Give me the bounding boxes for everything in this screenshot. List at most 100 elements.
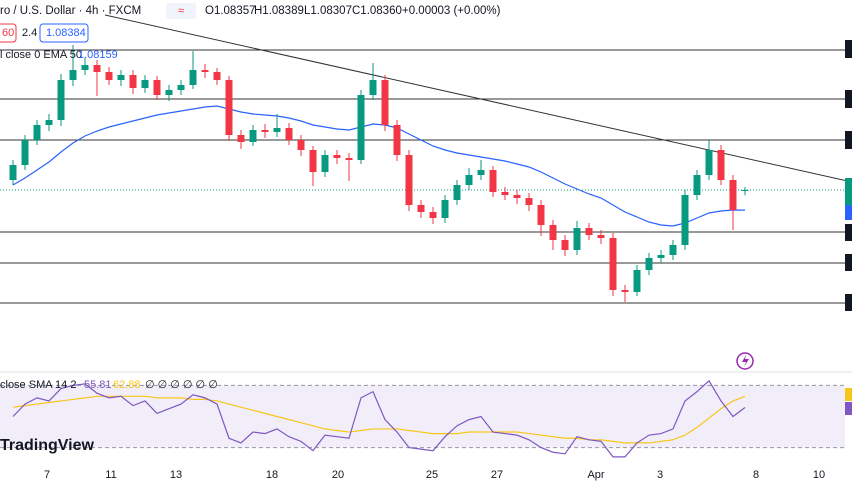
- candle-body: [45, 120, 53, 125]
- candle-body: [513, 195, 521, 198]
- alert-icon[interactable]: [736, 352, 754, 370]
- candle-body: [657, 255, 665, 258]
- candle-body: [729, 180, 737, 210]
- x-tick-label: 7: [44, 469, 50, 481]
- x-tick-label: 3: [657, 469, 663, 481]
- candle-body: [585, 228, 593, 235]
- candle-body: [549, 225, 557, 240]
- x-tick-label: 13: [170, 469, 182, 481]
- candle-body: [645, 258, 653, 270]
- sma-tag: [845, 388, 852, 401]
- candle-body: [633, 270, 641, 292]
- level-tag: [845, 40, 852, 58]
- candle-body: [477, 170, 485, 175]
- level-tag: [845, 131, 852, 149]
- ohlc-high: H1.08389: [254, 5, 304, 17]
- candle-body: [189, 70, 197, 85]
- candle-body: [213, 72, 221, 80]
- level-tag: [845, 294, 852, 311]
- candle-body: [261, 130, 269, 132]
- candle-body: [333, 155, 341, 158]
- candle-body: [669, 245, 677, 255]
- candle-body: [693, 175, 701, 195]
- change: +0.00003 (+0.00%): [402, 5, 501, 17]
- rsi-band: [0, 385, 845, 448]
- candle-body: [249, 130, 257, 142]
- ema-line: [12, 105, 746, 227]
- candle-body: [501, 192, 509, 195]
- ema-tag: [845, 205, 852, 220]
- candle-body: [441, 200, 449, 218]
- compare-button[interactable]: [166, 3, 196, 19]
- spread: 2.4: [22, 27, 37, 39]
- candle-body: [81, 65, 89, 70]
- logo: TradingView: [0, 437, 95, 454]
- level-tag: [845, 224, 852, 241]
- x-tick-label: 11: [105, 469, 116, 481]
- trendline: [104, 14, 852, 183]
- x-tick-label: 25: [426, 469, 438, 481]
- rsi-tag: [845, 402, 852, 415]
- level-tag: [845, 254, 852, 271]
- x-tick-label: 10: [813, 469, 825, 481]
- candle-body: [165, 90, 173, 95]
- candle-body: [309, 150, 317, 172]
- candle-body: [717, 150, 725, 180]
- candle-body: [597, 235, 605, 238]
- candle-body: [741, 190, 749, 191]
- candle-body: [297, 140, 305, 150]
- candle-body: [153, 80, 161, 95]
- compare-icon: ≈: [178, 5, 184, 17]
- rsi-legend-value: 55.81: [84, 379, 112, 391]
- candle-body: [417, 205, 425, 212]
- ema-legend: l close 0 EMA 50: [0, 49, 82, 61]
- level-tag: [845, 90, 852, 108]
- rsi-placeholders: ∅ ∅ ∅ ∅ ∅ ∅: [145, 379, 218, 391]
- candle-body: [453, 185, 461, 200]
- rsi-line: [12, 379, 746, 458]
- candle-body: [381, 80, 389, 125]
- candle-body: [273, 128, 281, 132]
- candle-body: [537, 205, 545, 225]
- candle-body: [609, 238, 617, 290]
- buy-box[interactable]: [39, 23, 89, 43]
- symbol: ro / U.S. Dollar · 4h · FXCM: [0, 5, 141, 17]
- sell-box[interactable]: [0, 23, 17, 43]
- candle-body: [33, 125, 41, 140]
- candle-body: [465, 175, 473, 185]
- x-tick-label: 20: [332, 469, 344, 481]
- alert-bolt: [742, 355, 749, 367]
- candle-body: [237, 135, 245, 142]
- candle-body: [405, 155, 413, 205]
- candle-body: [225, 80, 233, 135]
- ohlc-low: L1.08307: [304, 5, 352, 17]
- candle-body: [681, 195, 689, 245]
- rsi-legend: close SMA 14 2: [0, 379, 76, 391]
- candle-body: [561, 240, 569, 250]
- candle-body: [621, 290, 629, 292]
- candle-body: [57, 80, 65, 120]
- candle-body: [105, 72, 113, 80]
- candle-body: [21, 140, 29, 165]
- candle-body: [285, 128, 293, 140]
- candle-body: [129, 75, 137, 88]
- buy-price: 1.08384: [46, 27, 86, 39]
- sma-legend-value: 62.88: [113, 379, 141, 391]
- candle-body: [357, 95, 365, 160]
- candle-body: [117, 75, 125, 80]
- candle-body: [489, 170, 497, 192]
- candle-body: [705, 150, 713, 175]
- ohlc-open: O1.08357: [205, 5, 256, 17]
- ema-legend-value: 1.08159: [78, 49, 118, 61]
- sell-price: 60: [2, 27, 14, 39]
- candle-body: [369, 80, 377, 95]
- candle-body: [93, 65, 101, 72]
- candle-body: [393, 125, 401, 155]
- rsi-line: [12, 395, 746, 444]
- candle-body: [201, 70, 209, 72]
- candle-body: [429, 212, 437, 218]
- candle-body: [69, 70, 77, 80]
- price-tag: [845, 178, 852, 205]
